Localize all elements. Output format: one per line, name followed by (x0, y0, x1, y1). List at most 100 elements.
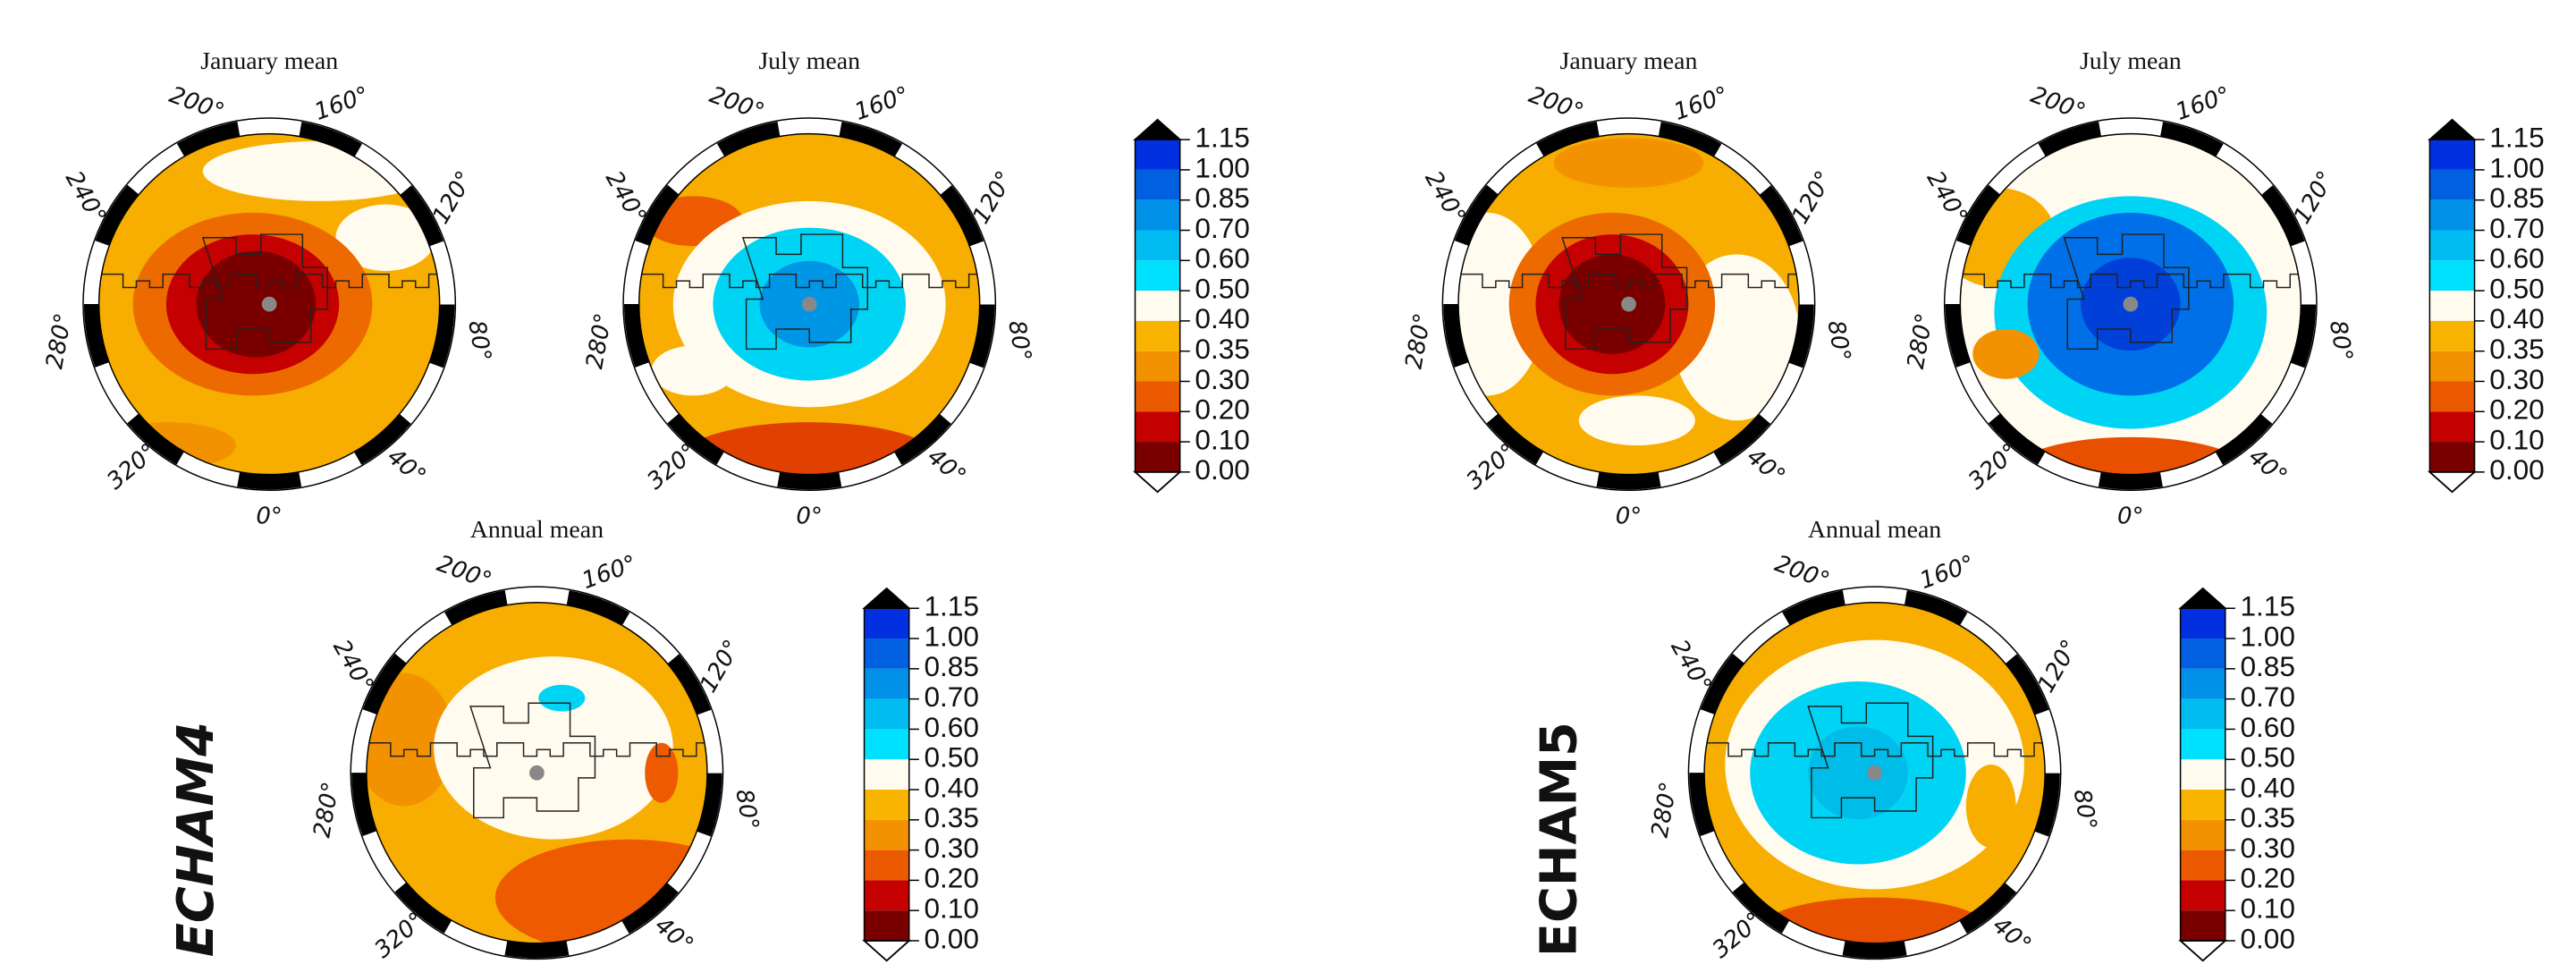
colorbar-label: 0.00 (2489, 453, 2544, 486)
colorbar-label: 0.30 (1195, 363, 1249, 395)
panel-title: January mean (200, 47, 338, 75)
colorbar-band (2429, 351, 2474, 382)
colorbar-band (865, 820, 909, 850)
model-label: ECHAM5 (1530, 722, 1588, 957)
colorbar-band (1136, 291, 1180, 321)
colorbar-band (2181, 608, 2225, 638)
colorbar-label: 0.35 (1195, 333, 1249, 365)
colorbar-band (2181, 910, 2225, 941)
colorbar-band (2181, 729, 2225, 759)
colorbar-label: 0.10 (2240, 892, 2294, 925)
panel-title: Annual mean (1808, 516, 1941, 544)
colorbar-label: 0.85 (924, 650, 978, 682)
map-region (645, 743, 678, 803)
map-region (1966, 765, 2016, 848)
map-region (652, 346, 735, 396)
colorbar-label: 0.60 (2240, 711, 2294, 743)
colorbar-label: 0.30 (2489, 363, 2544, 395)
colorbar-band (865, 790, 909, 820)
colorbar-label: 0.85 (2240, 650, 2294, 682)
colorbar-label: 0.30 (924, 832, 978, 864)
colorbar-band (2429, 442, 2474, 472)
longitude-label: 0° (1616, 503, 1643, 530)
longitude-label: 0° (796, 503, 823, 530)
colorbar-band (2429, 170, 2474, 200)
colorbar-label: 0.85 (2489, 182, 2544, 214)
colorbar-band (2181, 790, 2225, 820)
colorbar-label: 0.00 (2240, 922, 2294, 954)
colorbar-label: 0.70 (2240, 681, 2294, 713)
colorbar-label: 0.20 (2240, 862, 2294, 894)
map-region (1808, 726, 1908, 819)
colorbar-label: 0.70 (1195, 212, 1249, 244)
colorbar-label: 0.00 (924, 922, 978, 954)
map-region (1558, 254, 1665, 354)
colorbar-band (2429, 260, 2474, 291)
colorbar-label: 0.60 (2489, 242, 2544, 275)
colorbar-band (865, 759, 909, 790)
colorbar-label: 0.50 (2240, 741, 2294, 774)
colorbar-band (1136, 381, 1180, 411)
colorbar-band (865, 850, 909, 881)
colorbar-label: 0.70 (2489, 212, 2544, 244)
colorbar-band (865, 699, 909, 730)
pole (2123, 297, 2138, 312)
colorbar-band (2429, 321, 2474, 351)
colorbar-label: 0.40 (924, 771, 978, 803)
colorbar-label: 0.35 (2240, 801, 2294, 833)
colorbar-band (1136, 351, 1180, 382)
colorbar-label: 0.10 (2489, 423, 2544, 455)
colorbar-label: 1.15 (2240, 590, 2294, 622)
colorbar-band (865, 608, 909, 638)
colorbar-label: 0.50 (1195, 272, 1249, 304)
colorbar-label: 0.40 (1195, 302, 1249, 334)
colorbar-band (2429, 381, 2474, 411)
panel-title: Annual mean (470, 516, 604, 544)
colorbar-band (1136, 321, 1180, 351)
colorbar-band (2429, 231, 2474, 261)
map-region (434, 656, 673, 839)
colorbar-band (2429, 140, 2474, 170)
colorbar-band (865, 638, 909, 669)
colorbar-label: 0.20 (2489, 393, 2544, 426)
colorbar-label: 0.50 (2489, 272, 2544, 304)
map-region (1579, 395, 1695, 445)
longitude-label: 0° (2117, 503, 2144, 530)
pole (1867, 765, 1882, 781)
colorbar-band (2429, 411, 2474, 442)
colorbar-band (2181, 699, 2225, 730)
colorbar-band (2429, 200, 2474, 231)
panel-title: July mean (758, 47, 860, 75)
colorbar-band (865, 880, 909, 910)
longitude-label: 0° (256, 503, 283, 530)
colorbar-label: 0.40 (2489, 302, 2544, 334)
colorbar-label: 1.00 (1195, 151, 1249, 183)
colorbar-label: 0.40 (2240, 771, 2294, 803)
pole (802, 297, 817, 312)
colorbar-label: 0.85 (1195, 182, 1249, 214)
colorbar-band (1136, 170, 1180, 200)
colorbar-band (1136, 200, 1180, 231)
colorbar-band (2181, 759, 2225, 790)
colorbar-label: 0.10 (1195, 423, 1249, 455)
colorbar-label: 1.15 (1195, 121, 1249, 153)
colorbar-label: 0.20 (924, 862, 978, 894)
colorbar-band (1136, 260, 1180, 291)
colorbar-band (1136, 140, 1180, 170)
colorbar-band (865, 669, 909, 699)
colorbar-band (865, 729, 909, 759)
model-label: ECHAM4 (167, 722, 225, 957)
panel-title: July mean (2080, 47, 2182, 75)
colorbar-band (2181, 850, 2225, 881)
pole (529, 765, 545, 781)
colorbar-label: 0.60 (924, 711, 978, 743)
colorbar-label: 1.15 (924, 590, 978, 622)
map-region (1554, 138, 1703, 188)
colorbar-band (2181, 880, 2225, 910)
colorbar-label: 0.35 (924, 801, 978, 833)
colorbar-label: 0.20 (1195, 393, 1249, 426)
colorbar-band (1136, 411, 1180, 442)
colorbar-label: 0.10 (924, 892, 978, 925)
colorbar-label: 0.35 (2489, 333, 2544, 365)
colorbar-band (1136, 231, 1180, 261)
